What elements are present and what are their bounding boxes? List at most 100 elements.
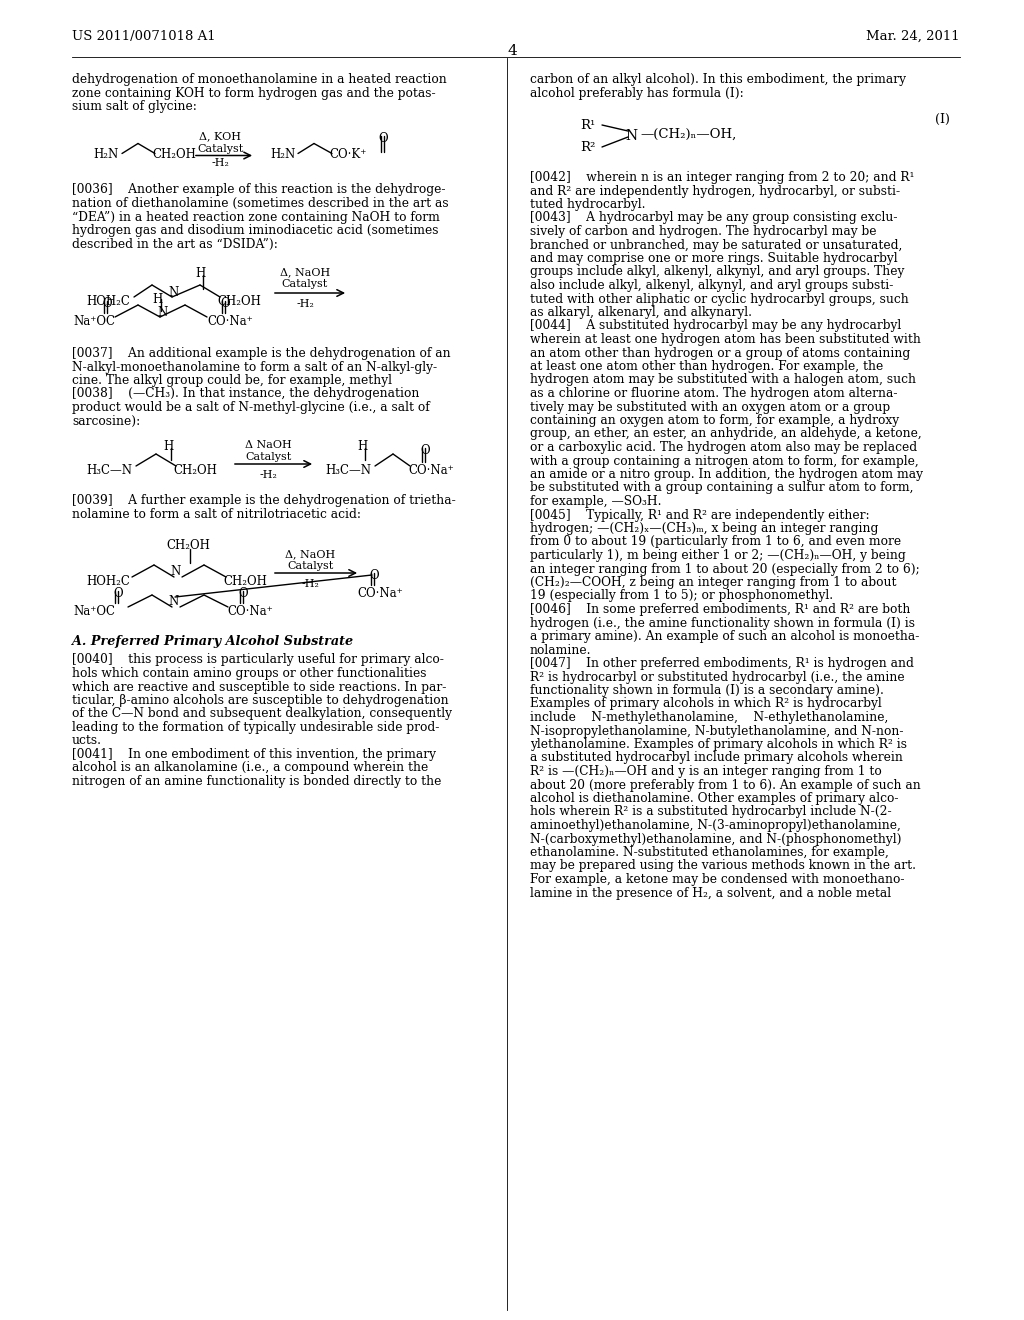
Text: O: O <box>378 132 388 144</box>
Text: Mar. 24, 2011: Mar. 24, 2011 <box>866 30 961 44</box>
Text: groups include alkyl, alkenyl, alkynyl, and aryl groups. They: groups include alkyl, alkenyl, alkynyl, … <box>530 265 904 279</box>
Text: an integer ranging from 1 to about 20 (especially from 2 to 6);: an integer ranging from 1 to about 20 (e… <box>530 562 920 576</box>
Text: CO·Na⁺: CO·Na⁺ <box>207 315 253 327</box>
Text: N: N <box>157 306 167 319</box>
Text: Catalyst: Catalyst <box>197 144 243 153</box>
Text: CO·Na⁺: CO·Na⁺ <box>408 465 454 477</box>
Text: alcohol is diethanolamine. Other examples of primary alco-: alcohol is diethanolamine. Other example… <box>530 792 898 805</box>
Text: -H₂: -H₂ <box>301 579 318 589</box>
Text: H: H <box>195 267 205 280</box>
Text: an atom other than hydrogen or a group of atoms containing: an atom other than hydrogen or a group o… <box>530 346 910 359</box>
Text: [0041]    In one embodiment of this invention, the primary: [0041] In one embodiment of this inventi… <box>72 748 436 762</box>
Text: N-(carboxymethyl)ethanolamine, and N-(phosphonomethyl): N-(carboxymethyl)ethanolamine, and N-(ph… <box>530 833 901 846</box>
Text: at least one atom other than hydrogen. For example, the: at least one atom other than hydrogen. F… <box>530 360 884 374</box>
Text: [0046]    In some preferred embodiments, R¹ and R² are both: [0046] In some preferred embodiments, R¹… <box>530 603 910 616</box>
Text: [0043]    A hydrocarbyl may be any group consisting exclu-: [0043] A hydrocarbyl may be any group co… <box>530 211 897 224</box>
Text: H₃C—N: H₃C—N <box>325 465 371 477</box>
Text: R² is hydrocarbyl or substituted hydrocarbyl (i.e., the amine: R² is hydrocarbyl or substituted hydroca… <box>530 671 904 684</box>
Text: [0039]    A further example is the dehydrogenation of trietha-: [0039] A further example is the dehydrog… <box>72 494 456 507</box>
Text: hydrogen; —(CH₂)ₓ—(CH₃)ₘ, x being an integer ranging: hydrogen; —(CH₂)ₓ—(CH₃)ₘ, x being an int… <box>530 521 879 535</box>
Text: O: O <box>114 587 123 601</box>
Text: “DEA”) in a heated reaction zone containing NaOH to form: “DEA”) in a heated reaction zone contain… <box>72 210 440 223</box>
Text: a substituted hydrocarbyl include primary alcohols wherein: a substituted hydrocarbyl include primar… <box>530 751 903 764</box>
Text: Examples of primary alcohols in which R² is hydrocarbyl: Examples of primary alcohols in which R²… <box>530 697 882 710</box>
Text: which are reactive and susceptible to side reactions. In par-: which are reactive and susceptible to si… <box>72 681 446 693</box>
Text: Catalyst: Catalyst <box>282 279 328 289</box>
Text: O: O <box>420 444 430 457</box>
Text: —(CH₂)ₙ—OH,: —(CH₂)ₙ—OH, <box>640 128 736 141</box>
Text: alcohol preferably has formula (I):: alcohol preferably has formula (I): <box>530 87 743 99</box>
Text: R¹: R¹ <box>580 119 595 132</box>
Text: sium salt of glycine:: sium salt of glycine: <box>72 100 197 114</box>
Text: nolamine to form a salt of nitrilotriacetic acid:: nolamine to form a salt of nitrilotriace… <box>72 507 361 520</box>
Text: Na⁺OC: Na⁺OC <box>73 605 115 618</box>
Text: A. Preferred Primary Alcohol Substrate: A. Preferred Primary Alcohol Substrate <box>72 635 353 648</box>
Text: an amide or a nitro group. In addition, the hydrogen atom may: an amide or a nitro group. In addition, … <box>530 469 923 480</box>
Text: [0047]    In other preferred embodiments, R¹ is hydrogen and: [0047] In other preferred embodiments, R… <box>530 657 913 671</box>
Text: [0036]    Another example of this reaction is the dehydroge-: [0036] Another example of this reaction … <box>72 183 445 197</box>
Text: [0042]    wherein n is an integer ranging from 2 to 20; and R¹: [0042] wherein n is an integer ranging f… <box>530 172 914 183</box>
Text: or a carboxylic acid. The hydrogen atom also may be replaced: or a carboxylic acid. The hydrogen atom … <box>530 441 918 454</box>
Text: and R² are independently hydrogen, hydrocarbyl, or substi-: and R² are independently hydrogen, hydro… <box>530 185 900 198</box>
Text: zone containing KOH to form hydrogen gas and the potas-: zone containing KOH to form hydrogen gas… <box>72 87 435 99</box>
Text: about 20 (more preferably from 1 to 6). An example of such an: about 20 (more preferably from 1 to 6). … <box>530 779 921 792</box>
Text: CH₂OH: CH₂OH <box>166 539 210 552</box>
Text: functionality shown in formula (I) is a secondary amine).: functionality shown in formula (I) is a … <box>530 684 884 697</box>
Text: as alkaryl, alkenaryl, and alkynaryl.: as alkaryl, alkenaryl, and alkynaryl. <box>530 306 752 319</box>
Text: for example, —SO₃H.: for example, —SO₃H. <box>530 495 662 508</box>
Text: nitrogen of an amine functionality is bonded directly to the: nitrogen of an amine functionality is bo… <box>72 775 441 788</box>
Text: N-alkyl-monoethanolamine to form a salt of an N-alkyl-gly-: N-alkyl-monoethanolamine to form a salt … <box>72 360 437 374</box>
Text: -H₂: -H₂ <box>211 157 229 168</box>
Text: N-isopropylethanolamine, N-butylethanolamine, and N-non-: N-isopropylethanolamine, N-butylethanola… <box>530 725 903 738</box>
Text: of the C—N bond and subsequent dealkylation, consequently: of the C—N bond and subsequent dealkylat… <box>72 708 452 721</box>
Text: particularly 1), m being either 1 or 2; —(CH₂)ₙ—OH, y being: particularly 1), m being either 1 or 2; … <box>530 549 906 562</box>
Text: R² is —(CH₂)ₙ—OH and y is an integer ranging from 1 to: R² is —(CH₂)ₙ—OH and y is an integer ran… <box>530 766 882 777</box>
Text: ethanolamine. N-substituted ethanolamines, for example,: ethanolamine. N-substituted ethanolamine… <box>530 846 889 859</box>
Text: also include alkyl, alkenyl, alkynyl, and aryl groups substi-: also include alkyl, alkenyl, alkynyl, an… <box>530 279 893 292</box>
Text: -H₂: -H₂ <box>296 300 314 309</box>
Text: H: H <box>163 440 173 453</box>
Text: H: H <box>152 293 162 306</box>
Text: H: H <box>357 440 368 453</box>
Text: O: O <box>239 587 248 601</box>
Text: O: O <box>370 569 379 582</box>
Text: Δ, NaOH: Δ, NaOH <box>285 549 335 558</box>
Text: For example, a ketone may be condensed with monoethano-: For example, a ketone may be condensed w… <box>530 873 904 886</box>
Text: wherein at least one hydrogen atom has been substituted with: wherein at least one hydrogen atom has b… <box>530 333 921 346</box>
Text: tively may be substituted with an oxygen atom or a group: tively may be substituted with an oxygen… <box>530 400 890 413</box>
Text: [0037]    An additional example is the dehydrogenation of an: [0037] An additional example is the dehy… <box>72 347 451 360</box>
Text: CO·Na⁺: CO·Na⁺ <box>227 605 272 618</box>
Text: branched or unbranched, may be saturated or unsaturated,: branched or unbranched, may be saturated… <box>530 239 902 252</box>
Text: CH₂OH: CH₂OH <box>152 149 196 161</box>
Text: lamine in the presence of H₂, a solvent, and a noble metal: lamine in the presence of H₂, a solvent,… <box>530 887 891 899</box>
Text: with a group containing a nitrogen atom to form, for example,: with a group containing a nitrogen atom … <box>530 454 919 467</box>
Text: a primary amine). An example of such an alcohol is monoetha-: a primary amine). An example of such an … <box>530 630 920 643</box>
Text: H₂N: H₂N <box>93 149 118 161</box>
Text: include    N-methylethanolamine,    N-ethylethanolamine,: include N-methylethanolamine, N-ethyleth… <box>530 711 889 723</box>
Text: from 0 to about 19 (particularly from 1 to 6, and even more: from 0 to about 19 (particularly from 1 … <box>530 536 901 549</box>
Text: leading to the formation of typically undesirable side prod-: leading to the formation of typically un… <box>72 721 439 734</box>
Text: group, an ether, an ester, an anhydride, an aldehyde, a ketone,: group, an ether, an ester, an anhydride,… <box>530 428 922 441</box>
Text: Catalyst: Catalyst <box>287 561 333 572</box>
Text: Na⁺OC: Na⁺OC <box>73 315 115 327</box>
Text: hydrogen gas and disodium iminodiacetic acid (sometimes: hydrogen gas and disodium iminodiacetic … <box>72 224 438 238</box>
Text: 4: 4 <box>507 44 517 58</box>
Text: hols which contain amino groups or other functionalities: hols which contain amino groups or other… <box>72 667 427 680</box>
Text: ticular, β-amino alcohols are susceptible to dehydrogenation: ticular, β-amino alcohols are susceptibl… <box>72 694 449 708</box>
Text: CH₂OH: CH₂OH <box>173 465 217 477</box>
Text: nation of diethanolamine (sometimes described in the art as: nation of diethanolamine (sometimes desc… <box>72 197 449 210</box>
Text: [0045]    Typically, R¹ and R² are independently either:: [0045] Typically, R¹ and R² are independ… <box>530 508 869 521</box>
Text: nolamine.: nolamine. <box>530 644 592 656</box>
Text: alcohol is an alkanolamine (i.e., a compound wherein the: alcohol is an alkanolamine (i.e., a comp… <box>72 762 428 775</box>
Text: N: N <box>168 286 178 300</box>
Text: [0038]    (—CH₃). In that instance, the dehydrogenation: [0038] (—CH₃). In that instance, the deh… <box>72 388 420 400</box>
Text: dehydrogenation of monoethanolamine in a heated reaction: dehydrogenation of monoethanolamine in a… <box>72 73 446 86</box>
Text: (I): (I) <box>935 114 950 125</box>
Text: described in the art as “DSIDA”):: described in the art as “DSIDA”): <box>72 238 278 251</box>
Text: containing an oxygen atom to form, for example, a hydroxy: containing an oxygen atom to form, for e… <box>530 414 899 426</box>
Text: O: O <box>220 297 229 310</box>
Text: CO·Na⁺: CO·Na⁺ <box>357 587 402 601</box>
Text: sarcosine):: sarcosine): <box>72 414 140 428</box>
Text: sively of carbon and hydrogen. The hydrocarbyl may be: sively of carbon and hydrogen. The hydro… <box>530 224 877 238</box>
Text: -H₂: -H₂ <box>259 470 276 480</box>
